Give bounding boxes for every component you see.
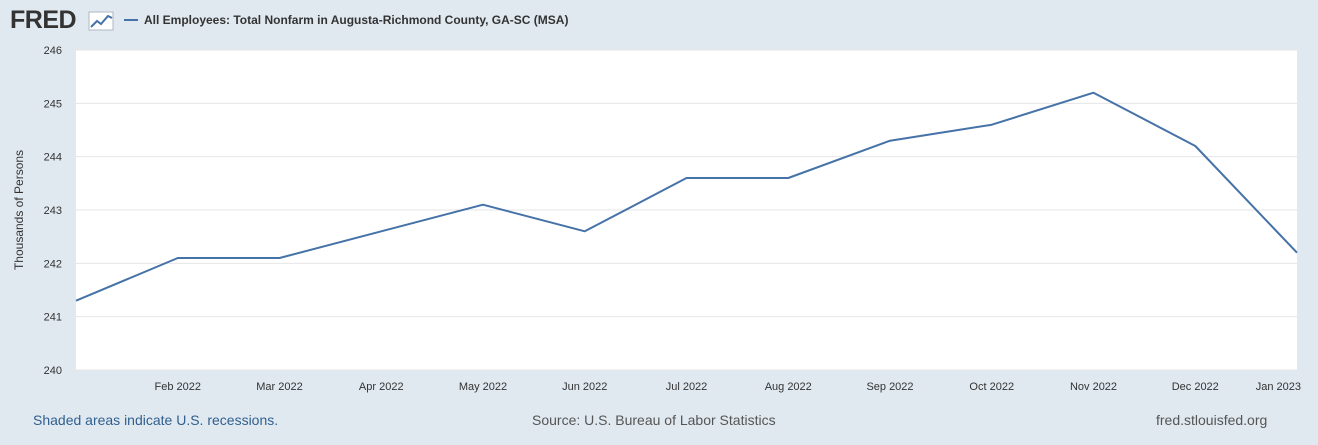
data-point[interactable] <box>989 122 995 128</box>
x-tick-label: Aug 2022 <box>765 381 812 393</box>
data-point[interactable] <box>684 175 690 181</box>
data-point[interactable] <box>277 255 283 261</box>
y-axis-title: Thousands of Persons <box>12 150 26 270</box>
data-point[interactable] <box>1091 90 1097 96</box>
y-tick-label: 244 <box>44 152 62 164</box>
y-axis-ticks: 240 241 242 243 244 245 246 <box>44 45 62 377</box>
x-tick-label: Jan 2023 <box>1256 381 1301 393</box>
data-point[interactable] <box>887 138 893 144</box>
x-tick-label: Sep 2022 <box>866 381 913 393</box>
data-point[interactable] <box>1294 250 1300 256</box>
series-layer <box>73 90 1300 304</box>
x-axis-ticks: Feb 2022 Mar 2022 Apr 2022 May 2022 Jun 2022… <box>155 381 1301 393</box>
data-point[interactable] <box>480 202 486 208</box>
chart-header: FRED All Employees: Total Nonfarm in Aug… <box>0 0 1318 40</box>
data-point[interactable] <box>378 228 384 234</box>
x-tick-label: Nov 2022 <box>1070 381 1117 393</box>
y-tick-label: 243 <box>44 205 62 217</box>
data-point[interactable] <box>175 255 181 261</box>
x-tick-label: May 2022 <box>459 381 507 393</box>
recession-note: Shaded areas indicate U.S. recessions. <box>33 412 279 428</box>
x-tick-label: Jul 2022 <box>666 381 708 393</box>
data-point[interactable] <box>582 228 588 234</box>
fred-chart-logo-icon <box>88 11 114 31</box>
x-tick-label: Dec 2022 <box>1172 381 1219 393</box>
x-tick-label: Apr 2022 <box>359 381 404 393</box>
x-tick-label: Feb 2022 <box>155 381 201 393</box>
legend-series-label: All Employees: Total Nonfarm in Augusta-… <box>144 13 569 27</box>
fred-url-link[interactable]: fred.stlouisfed.org <box>1156 412 1268 428</box>
y-tick-label: 240 <box>44 365 62 377</box>
data-point[interactable] <box>73 298 79 304</box>
x-tick-label: Oct 2022 <box>969 381 1014 393</box>
x-tick-label: Mar 2022 <box>256 381 302 393</box>
source-note: Source: U.S. Bureau of Labor Statistics <box>532 412 776 428</box>
y-tick-label: 245 <box>44 98 62 110</box>
gridlines <box>76 49 1297 371</box>
y-tick-label: 242 <box>44 258 62 270</box>
x-tick-label: Jun 2022 <box>562 381 607 393</box>
series-line[interactable] <box>75 91 1298 302</box>
legend-series-swatch <box>124 19 138 21</box>
y-tick-label: 246 <box>44 45 62 57</box>
fred-logo[interactable]: FRED <box>10 6 77 34</box>
y-tick-label: 241 <box>44 312 62 324</box>
data-point[interactable] <box>1192 143 1198 149</box>
data-point[interactable] <box>785 175 791 181</box>
chart-legend[interactable]: All Employees: Total Nonfarm in Augusta-… <box>124 12 568 28</box>
